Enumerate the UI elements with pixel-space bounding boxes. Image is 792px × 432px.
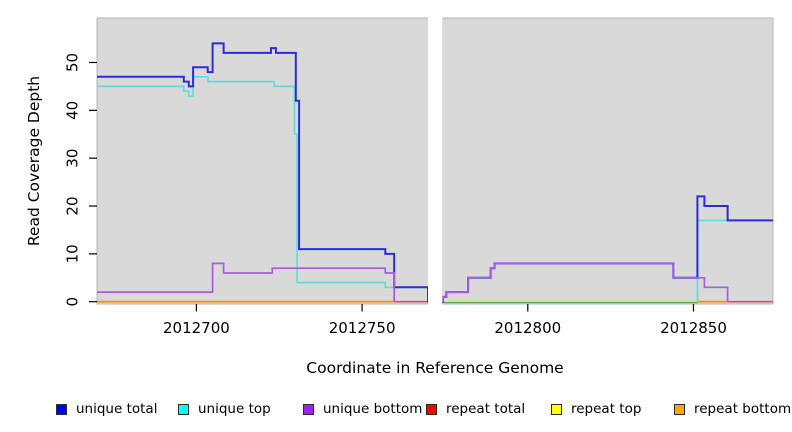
legend-item-repeat-bottom: repeat bottom xyxy=(674,400,791,418)
legend-label: unique bottom xyxy=(323,401,423,417)
x-tick-label: 2012850 xyxy=(660,319,727,337)
y-tick-label: 0 xyxy=(64,297,82,307)
y-tick-label: 10 xyxy=(64,244,82,263)
legend-swatch-repeat-total xyxy=(426,403,437,415)
legend-swatch-unique-bottom xyxy=(303,403,314,415)
no-data-gap-band xyxy=(428,15,443,305)
legend-label: repeat top xyxy=(571,401,642,417)
legend-swatch-unique-total xyxy=(56,403,67,415)
y-tick-label: 50 xyxy=(64,53,82,72)
x-tick-label: 2012750 xyxy=(329,319,396,337)
legend-label: unique total xyxy=(76,401,158,417)
legend-label: repeat bottom xyxy=(694,401,792,417)
legend-item-unique-top: unique top xyxy=(178,400,271,418)
series-line-unique-bottom xyxy=(442,262,729,302)
series-line-unique-bottom xyxy=(97,262,396,302)
y-tick-label: 30 xyxy=(64,149,82,168)
legend-swatch-unique-top xyxy=(178,403,189,415)
y-tick-label: 40 xyxy=(64,101,82,120)
legend-swatch-repeat-top xyxy=(551,403,562,415)
x-tick-label: 2012700 xyxy=(163,319,230,337)
legend-item-repeat-total: repeat total xyxy=(426,400,525,418)
legend-item-repeat-top: repeat top xyxy=(551,400,641,418)
series-line-unique-top xyxy=(97,75,429,302)
legend-label: repeat total xyxy=(446,401,526,417)
legend-item-unique-bottom: unique bottom xyxy=(303,400,422,418)
y-axis-title: Read Coverage Depth xyxy=(25,75,43,247)
legend-swatch-repeat-bottom xyxy=(674,403,685,415)
x-tick-label: 2012800 xyxy=(494,319,561,337)
y-tick-label: 20 xyxy=(64,196,82,215)
legend-label: unique top xyxy=(198,401,271,417)
legend-item-unique-total: unique total xyxy=(56,400,157,418)
x-axis-title: Coordinate in Reference Genome xyxy=(306,359,564,377)
legend: unique total unique top unique bottom repea… xyxy=(0,400,792,422)
